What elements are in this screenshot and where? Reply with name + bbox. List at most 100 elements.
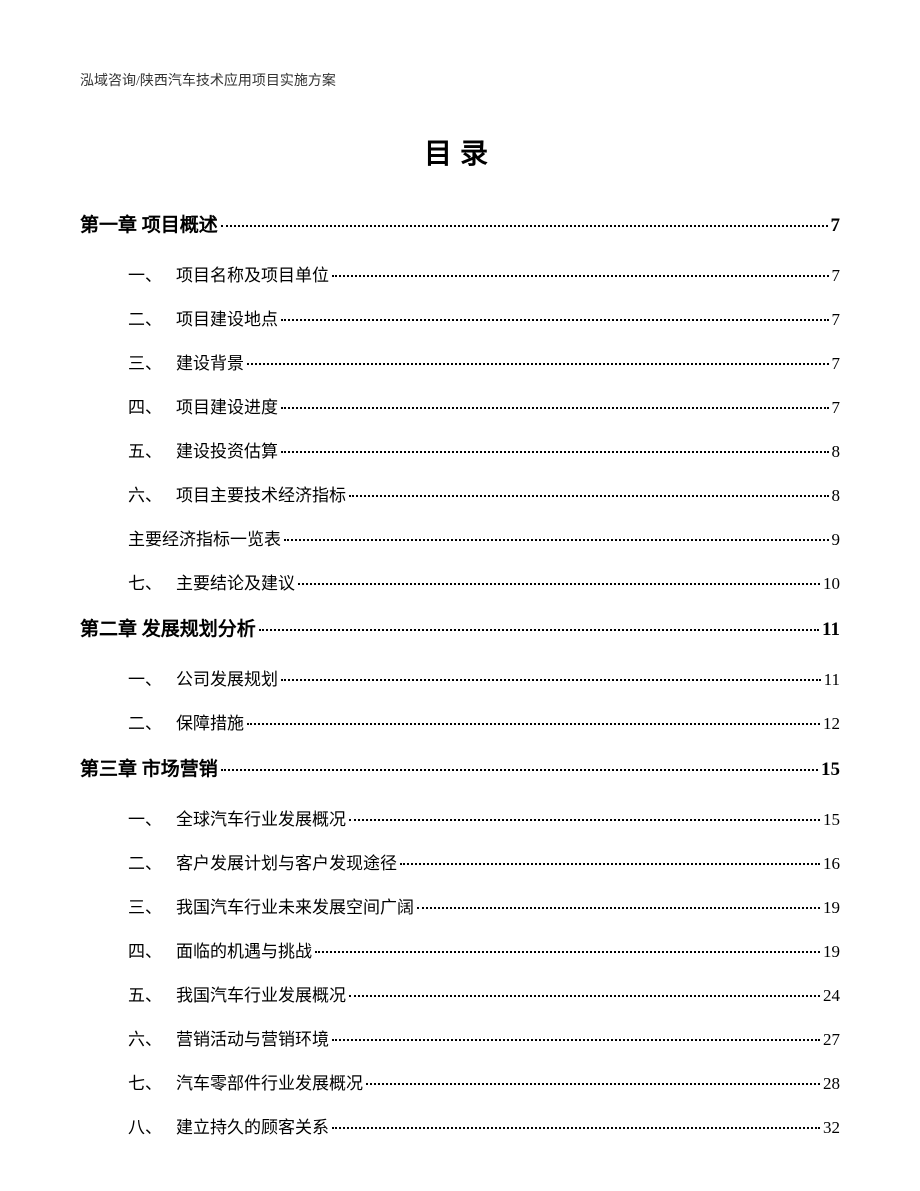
toc-section-page: 8 [832,486,841,506]
toc-chapter-label: 第三章 市场营销 [80,754,218,781]
toc-section-label: 一、全球汽车行业发展概况 [128,805,346,830]
toc-section: 二、项目建设地点7 [80,305,840,330]
toc-chapter-page: 15 [821,759,840,781]
toc-section-page: 16 [823,854,840,874]
toc-section-number: 二、 [128,849,176,874]
toc-section-number: 二、 [128,305,176,330]
toc-chapter-label: 第二章 发展规划分析 [80,614,256,641]
toc-section-number: 二、 [128,709,176,734]
toc-section-text: 全球汽车行业发展概况 [176,810,346,829]
toc-leader-dots [332,275,829,277]
toc-section-page: 19 [823,942,840,962]
toc-section-text: 项目主要技术经济指标 [176,486,346,505]
toc-leader-dots [221,225,828,227]
toc-section-label: 三、建设背景 [128,349,244,374]
toc-section-page: 32 [823,1118,840,1138]
toc-leader-dots [332,1127,820,1129]
toc-section-text: 项目名称及项目单位 [176,266,329,285]
table-of-contents: 第一章 项目概述 7一、项目名称及项目单位7二、项目建设地点7三、建设背景7四、… [80,210,840,1138]
toc-section: 二、客户发展计划与客户发现途径 16 [80,849,840,874]
toc-section: 三、建设背景 7 [80,349,840,374]
toc-section-number: 八、 [128,1113,176,1138]
toc-leader-dots [315,951,820,953]
toc-section-page: 28 [823,1074,840,1094]
toc-section: 四、面临的机遇与挑战19 [80,937,840,962]
toc-section-label: 三、我国汽车行业未来发展空间广阔 [128,893,414,918]
toc-leader-dots [400,863,820,865]
toc-section-label: 五、建设投资估算 [128,437,278,462]
toc-chapter: 第一章 项目概述 7 [80,210,840,237]
toc-section-text: 客户发展计划与客户发现途径 [176,854,397,873]
toc-leader-dots [349,819,820,821]
toc-title: 目录 [80,132,840,172]
toc-section-number: 五、 [128,981,176,1006]
toc-chapter: 第三章 市场营销 15 [80,754,840,781]
toc-section-page: 10 [823,574,840,594]
toc-section: 四、项目建设进度7 [80,393,840,418]
toc-leader-dots [281,451,829,453]
toc-leader-dots [366,1083,820,1085]
toc-leader-dots [281,679,821,681]
toc-leader-dots [349,495,829,497]
toc-section-page: 11 [824,670,840,690]
toc-section: 六、营销活动与营销环境 27 [80,1025,840,1050]
toc-leader-dots [332,1039,820,1041]
toc-section-text: 项目建设地点 [176,310,278,329]
toc-section-label: 八、建立持久的顾客关系 [128,1113,329,1138]
toc-section-label: 一、公司发展规划 [128,665,278,690]
toc-section-label: 二、客户发展计划与客户发现途径 [128,849,397,874]
toc-leader-dots [281,319,829,321]
toc-section-text: 我国汽车行业发展概况 [176,986,346,1005]
toc-leader-dots [247,723,820,725]
toc-chapter: 第二章 发展规划分析 11 [80,614,840,641]
toc-section-label: 六、项目主要技术经济指标 [128,481,346,506]
toc-section-number: 六、 [128,481,176,506]
toc-section-number: 三、 [128,893,176,918]
toc-section-page: 8 [832,442,841,462]
toc-section-text: 建设投资估算 [176,442,278,461]
toc-leader-dots [417,907,820,909]
toc-section: 一、公司发展规划 11 [80,665,840,690]
toc-section-page: 7 [832,266,841,286]
page-header: 泓域咨询/陕西汽车技术应用项目实施方案 [80,70,840,90]
toc-section-label: 二、项目建设地点 [128,305,278,330]
toc-leader-dots [284,539,829,541]
toc-leader-dots [281,407,829,409]
toc-section-page: 19 [823,898,840,918]
toc-section-text: 我国汽车行业未来发展空间广阔 [176,898,414,917]
toc-section: 二、保障措施12 [80,709,840,734]
toc-section-label: 五、我国汽车行业发展概况 [128,981,346,1006]
toc-section-label: 六、营销活动与营销环境 [128,1025,329,1050]
toc-section-text: 营销活动与营销环境 [176,1030,329,1049]
toc-section: 七、汽车零部件行业发展概况 28 [80,1069,840,1094]
toc-section-text: 公司发展规划 [176,670,278,689]
toc-chapter-page: 11 [822,619,840,641]
toc-leader-dots [259,629,819,631]
toc-section-text: 汽车零部件行业发展概况 [176,1074,363,1093]
toc-section-number: 一、 [128,261,176,286]
toc-leader-dots [349,995,820,997]
toc-leader-dots [247,363,829,365]
toc-section-text: 建立持久的顾客关系 [176,1118,329,1137]
toc-section: 一、全球汽车行业发展概况15 [80,805,840,830]
toc-section-text: 主要经济指标一览表 [128,530,281,549]
toc-section-label: 主要经济指标一览表 [128,525,281,550]
toc-section-number: 五、 [128,437,176,462]
toc-section-number: 四、 [128,393,176,418]
toc-section-label: 七、汽车零部件行业发展概况 [128,1069,363,1094]
toc-section: 八、建立持久的顾客关系 32 [80,1113,840,1138]
toc-leader-dots [221,769,818,771]
toc-section-page: 7 [832,354,841,374]
toc-section-text: 建设背景 [176,354,244,373]
toc-section-number: 七、 [128,1069,176,1094]
toc-section-page: 27 [823,1030,840,1050]
toc-section-text: 面临的机遇与挑战 [176,942,312,961]
toc-section: 五、我国汽车行业发展概况 24 [80,981,840,1006]
toc-section-label: 一、项目名称及项目单位 [128,261,329,286]
toc-section-page: 7 [832,398,841,418]
toc-section-number: 七、 [128,569,176,594]
toc-section-number: 一、 [128,665,176,690]
toc-section-page: 24 [823,986,840,1006]
toc-section: 五、建设投资估算 8 [80,437,840,462]
toc-leader-dots [298,583,820,585]
